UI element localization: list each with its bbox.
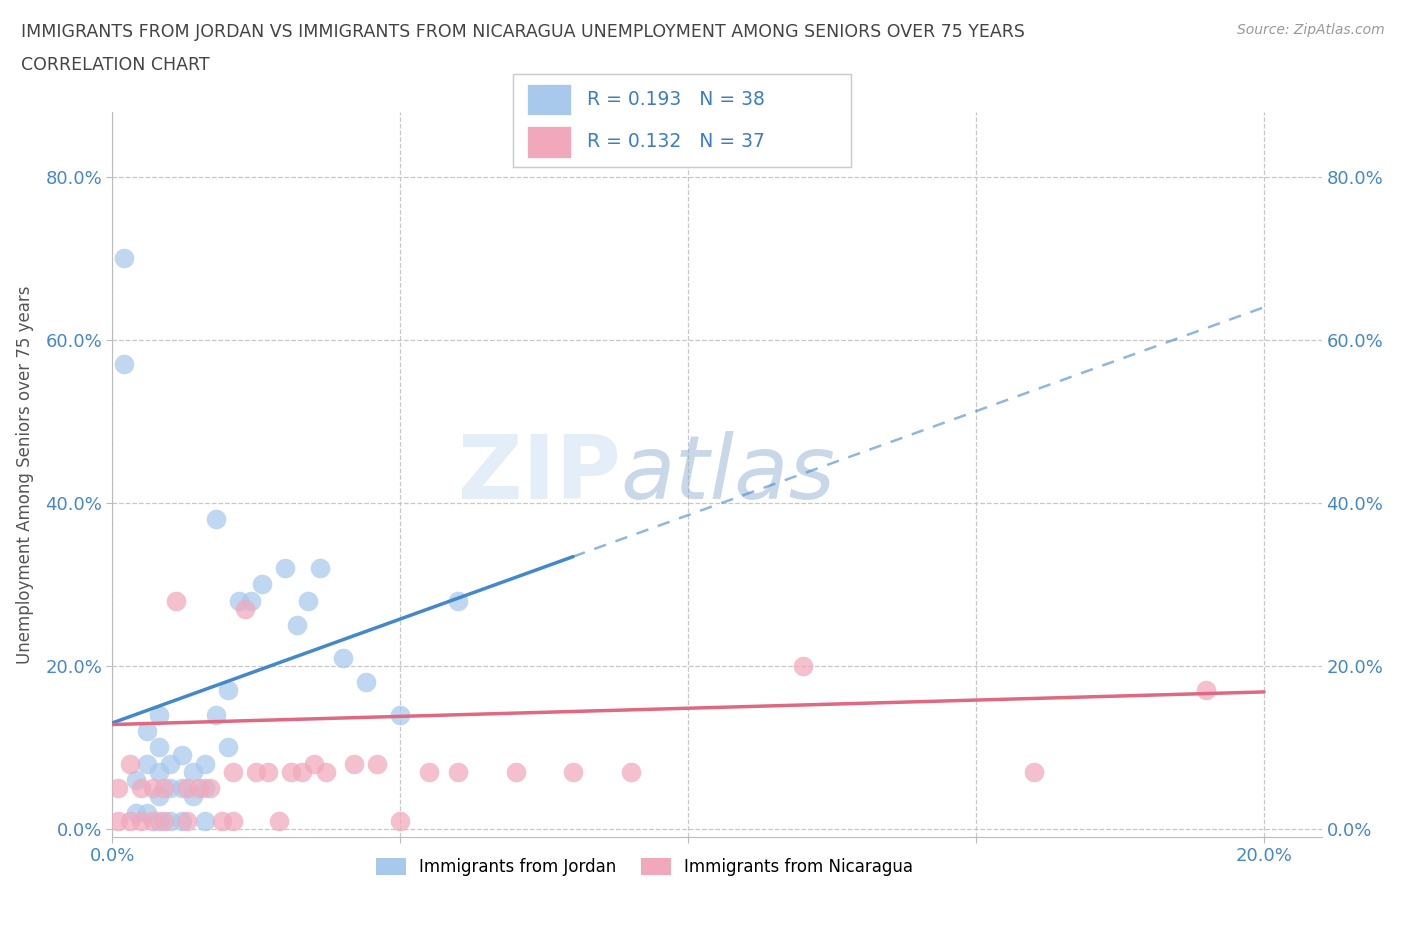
Legend: Immigrants from Jordan, Immigrants from Nicaragua: Immigrants from Jordan, Immigrants from … [368,852,920,883]
Text: Source: ZipAtlas.com: Source: ZipAtlas.com [1237,23,1385,37]
Point [366,756,388,771]
Point [302,756,325,771]
Point [194,813,217,828]
Point [124,773,146,788]
Text: IMMIGRANTS FROM JORDAN VS IMMIGRANTS FROM NICARAGUA UNEMPLOYMENT AMONG SENIORS O: IMMIGRANTS FROM JORDAN VS IMMIGRANTS FRO… [21,23,1025,41]
Point [112,251,135,266]
Point [176,813,198,828]
Point [165,593,187,608]
Point [136,756,159,771]
Point [562,764,585,779]
Point [112,357,135,372]
Text: CORRELATION CHART: CORRELATION CHART [21,56,209,73]
Point [129,813,152,828]
Point [239,593,262,608]
Point [205,708,228,723]
Point [153,780,176,795]
Point [148,764,170,779]
Point [447,764,470,779]
Point [118,756,141,771]
Point [148,708,170,723]
Point [245,764,267,779]
Text: R = 0.193   N = 38: R = 0.193 N = 38 [588,90,765,109]
Point [148,813,170,828]
Point [200,780,222,795]
Point [107,813,129,828]
Point [129,780,152,795]
Point [153,813,176,828]
Y-axis label: Unemployment Among Seniors over 75 years: Unemployment Among Seniors over 75 years [15,286,34,663]
Point [187,780,209,795]
Point [222,813,245,828]
Point [389,708,412,723]
Point [170,780,193,795]
Point [280,764,302,779]
Bar [527,126,571,158]
Point [142,813,165,828]
Point [354,674,377,689]
Text: R = 0.132   N = 37: R = 0.132 N = 37 [588,132,765,151]
Point [159,780,181,795]
Point [118,813,141,828]
Point [107,780,129,795]
Point [297,593,319,608]
Point [285,618,308,632]
Point [291,764,314,779]
Point [217,740,239,755]
Point [194,780,217,795]
Point [228,593,250,608]
Point [222,764,245,779]
Point [1195,683,1218,698]
Point [447,593,470,608]
Point [142,780,165,795]
Point [343,756,366,771]
Point [148,740,170,755]
Point [181,764,204,779]
Point [217,683,239,698]
Point [308,561,330,576]
Point [233,602,256,617]
Point [269,813,291,828]
Point [205,512,228,526]
Point [124,805,146,820]
Point [250,577,273,591]
Point [136,805,159,820]
Point [170,748,193,763]
Text: ZIP: ZIP [457,431,620,518]
Bar [527,84,571,115]
Point [1022,764,1045,779]
Point [159,813,181,828]
Point [170,813,193,828]
Point [211,813,233,828]
Point [159,756,181,771]
Point [315,764,337,779]
Point [792,658,814,673]
Text: atlas: atlas [620,432,835,517]
Point [418,764,440,779]
Point [505,764,527,779]
Point [136,724,159,738]
Point [620,764,643,779]
Point [181,789,204,804]
Point [257,764,280,779]
Point [389,813,412,828]
Point [194,756,217,771]
Point [332,650,354,665]
Point [176,780,198,795]
Point [274,561,297,576]
Point [148,789,170,804]
